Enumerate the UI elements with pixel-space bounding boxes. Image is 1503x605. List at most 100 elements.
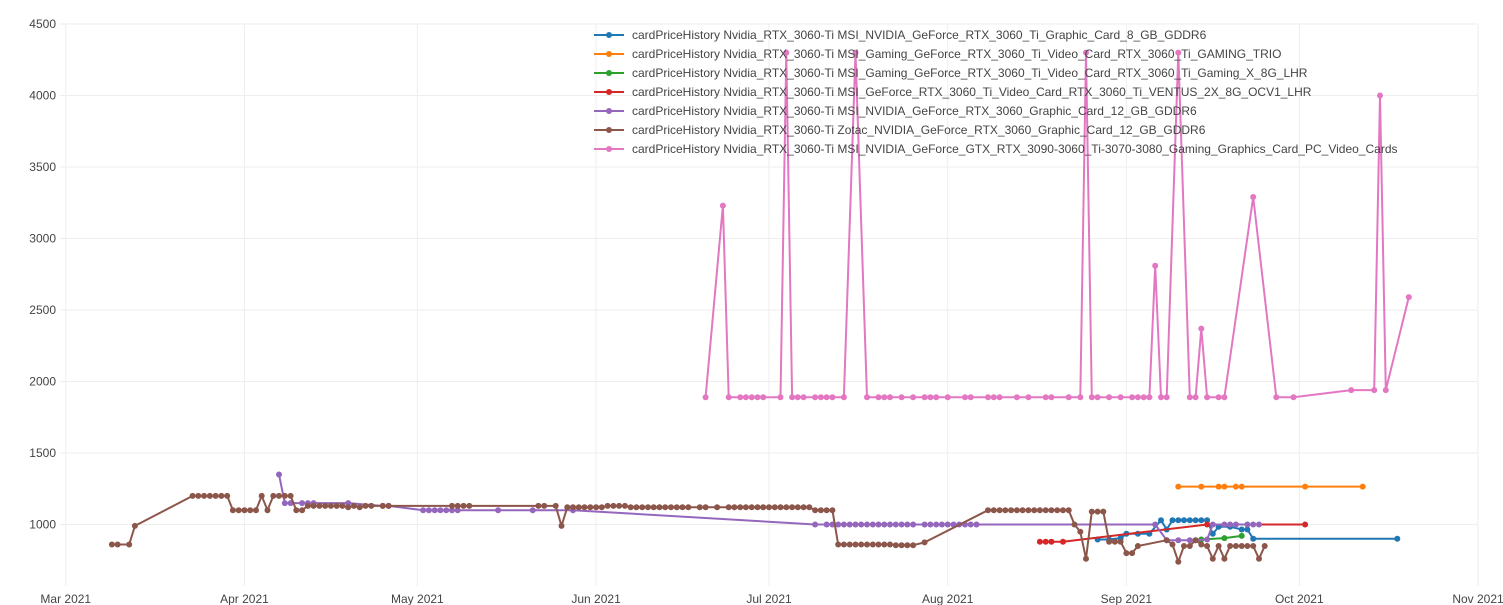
data-point[interactable] — [1232, 521, 1239, 528]
data-point[interactable] — [777, 504, 784, 511]
data-point[interactable] — [812, 394, 819, 401]
data-point[interactable] — [449, 507, 455, 514]
data-point[interactable] — [800, 504, 807, 511]
data-point[interactable] — [1221, 483, 1228, 490]
data-point[interactable] — [1290, 394, 1297, 401]
legend[interactable]: cardPriceHistory Nvidia_RTX_3060-Ti MSI_… — [594, 28, 1398, 156]
data-point[interactable] — [858, 521, 865, 528]
data-point[interactable] — [1083, 555, 1089, 562]
data-point[interactable] — [1042, 538, 1049, 545]
data-point[interactable] — [1186, 517, 1193, 524]
data-point[interactable] — [293, 507, 300, 514]
data-point[interactable] — [754, 394, 761, 401]
data-point[interactable] — [1013, 394, 1020, 401]
data-point[interactable] — [1129, 394, 1136, 401]
data-point[interactable] — [1227, 521, 1234, 528]
data-point[interactable] — [1221, 535, 1228, 542]
data-point[interactable] — [1181, 517, 1187, 524]
data-point[interactable] — [1221, 521, 1228, 528]
data-point[interactable] — [679, 504, 686, 511]
data-point[interactable] — [1140, 394, 1147, 401]
data-point[interactable] — [823, 394, 830, 401]
data-point[interactable] — [552, 502, 559, 509]
data-point[interactable] — [1192, 517, 1199, 524]
data-point[interactable] — [1175, 483, 1182, 490]
data-point[interactable] — [1256, 521, 1262, 528]
legend-item[interactable]: cardPriceHistory Nvidia_RTX_3060-Ti MSI_… — [594, 104, 1197, 118]
data-point[interactable] — [1071, 521, 1078, 528]
data-point[interactable] — [650, 504, 657, 511]
data-point[interactable] — [1169, 517, 1176, 524]
data-point[interactable] — [1169, 541, 1176, 548]
data-point[interactable] — [1175, 517, 1182, 524]
data-point[interactable] — [1152, 262, 1159, 269]
data-point[interactable] — [1048, 394, 1055, 401]
data-point[interactable] — [858, 541, 865, 548]
data-point[interactable] — [253, 507, 259, 514]
data-point[interactable] — [1198, 541, 1205, 548]
data-point[interactable] — [846, 521, 853, 528]
data-point[interactable] — [131, 522, 138, 529]
data-point[interactable] — [627, 504, 634, 511]
data-point[interactable] — [973, 521, 980, 528]
data-point[interactable] — [1088, 394, 1095, 401]
data-point[interactable] — [817, 394, 824, 401]
data-point[interactable] — [114, 541, 121, 548]
data-point[interactable] — [633, 504, 640, 511]
data-point[interactable] — [241, 507, 248, 514]
data-point[interactable] — [621, 502, 628, 509]
data-point[interactable] — [316, 502, 323, 509]
data-point[interactable] — [339, 502, 346, 509]
data-point[interactable] — [673, 504, 680, 511]
data-point[interactable] — [541, 502, 548, 509]
legend-item[interactable]: cardPriceHistory Nvidia_RTX_3060-Ti Zota… — [594, 123, 1206, 137]
data-point[interactable] — [794, 504, 801, 511]
data-point[interactable] — [1088, 508, 1095, 515]
data-point[interactable] — [875, 394, 882, 401]
data-point[interactable] — [794, 394, 801, 401]
data-point[interactable] — [304, 502, 311, 509]
data-point[interactable] — [1250, 535, 1257, 542]
data-point[interactable] — [829, 507, 836, 514]
data-point[interactable] — [610, 502, 617, 509]
data-point[interactable] — [754, 504, 761, 511]
data-point[interactable] — [840, 521, 847, 528]
data-point[interactable] — [206, 492, 213, 499]
data-point[interactable] — [944, 521, 951, 528]
data-point[interactable] — [1117, 394, 1124, 401]
data-point[interactable] — [276, 492, 282, 499]
data-point[interactable] — [1158, 394, 1164, 401]
data-point[interactable] — [1192, 537, 1199, 544]
data-point[interactable] — [1261, 543, 1268, 549]
data-point[interactable] — [1123, 550, 1130, 557]
data-point[interactable] — [875, 521, 882, 528]
data-point[interactable] — [212, 492, 219, 499]
data-point[interactable] — [887, 541, 893, 548]
data-point[interactable] — [218, 492, 225, 499]
data-point[interactable] — [1221, 394, 1228, 401]
data-point[interactable] — [1019, 507, 1026, 514]
data-point[interactable] — [996, 394, 1003, 401]
data-point[interactable] — [327, 502, 334, 509]
series-1[interactable] — [1094, 517, 1401, 543]
data-point[interactable] — [1244, 521, 1251, 528]
data-point[interactable] — [558, 522, 565, 529]
data-point[interactable] — [840, 394, 847, 401]
data-point[interactable] — [898, 394, 905, 401]
data-point[interactable] — [1025, 507, 1032, 514]
data-point[interactable] — [224, 492, 231, 499]
data-point[interactable] — [1094, 394, 1101, 401]
data-point[interactable] — [766, 504, 772, 511]
data-point[interactable] — [1204, 517, 1211, 524]
legend-item[interactable]: cardPriceHistory Nvidia_RTX_3060-Ti MSI_… — [594, 85, 1312, 99]
data-point[interactable] — [812, 507, 819, 514]
data-point[interactable] — [852, 521, 859, 528]
data-point[interactable] — [771, 504, 778, 511]
data-point[interactable] — [1042, 507, 1049, 514]
data-point[interactable] — [1077, 394, 1084, 401]
data-point[interactable] — [333, 502, 340, 509]
data-point[interactable] — [869, 521, 876, 528]
data-point[interactable] — [281, 492, 288, 499]
data-point[interactable] — [921, 521, 928, 528]
data-point[interactable] — [737, 394, 744, 401]
